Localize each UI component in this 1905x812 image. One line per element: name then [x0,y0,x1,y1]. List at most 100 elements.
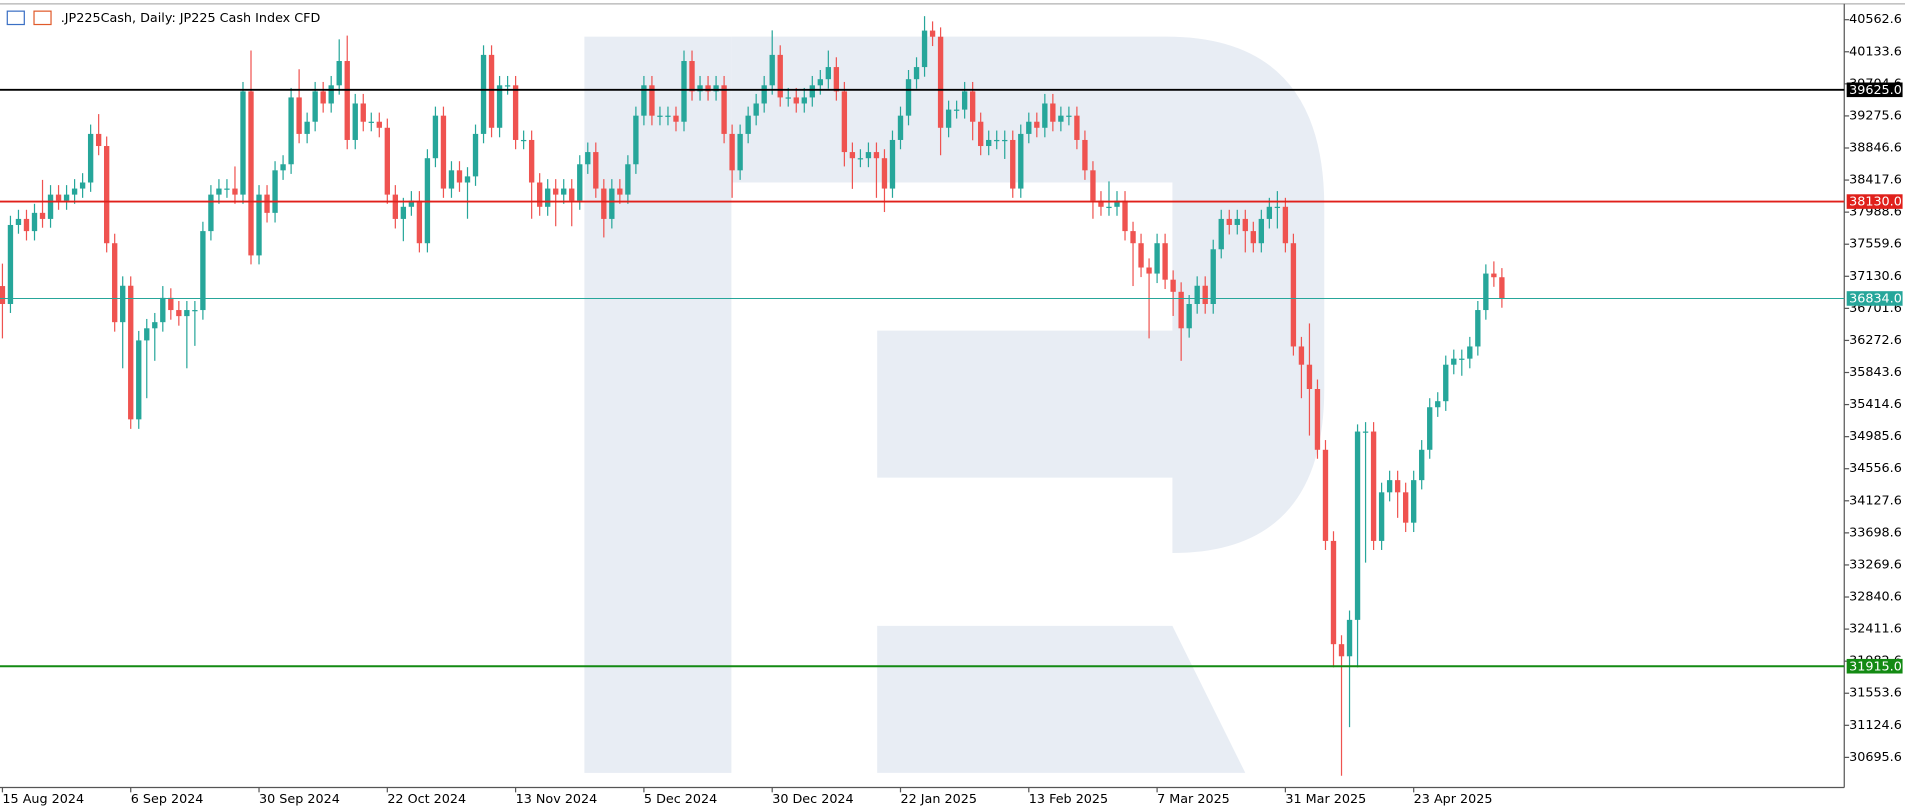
candle-body [601,188,607,219]
candle-body [1370,431,1377,541]
candle-body [1451,358,1457,365]
candle-body [921,30,928,68]
candle-body [264,194,270,213]
candle-body [1306,364,1313,390]
candle-body [833,67,840,92]
candle-body [769,54,775,86]
candle-body [1242,218,1248,232]
candle-body [1122,200,1128,232]
x-tick-label: 22 Jan 2025 [901,792,977,807]
candle-body [873,152,880,159]
candle-body [978,121,984,147]
candle-body [160,297,166,323]
candle-body [1162,243,1168,280]
y-tick-label: 31553.6 [1849,686,1902,701]
candle-body [697,85,703,92]
chart-title: .JP225Cash, Daily: JP225 Cash Index CFD [61,11,321,26]
candle-body [440,115,447,189]
y-tick-label: 40562.6 [1849,12,1902,27]
y-tick-label: 36272.6 [1849,333,1902,348]
candle-body [1402,492,1409,523]
candle-body [1090,170,1096,201]
candle-body [496,85,503,128]
candle-body [1106,206,1112,209]
candle-body [1378,492,1385,541]
candle-body [1050,103,1056,122]
candle-body [1475,310,1481,347]
candle-body [785,97,791,99]
candle-body [1082,139,1088,171]
candle-body [288,97,294,165]
candle-body [945,109,952,128]
candle-body [144,328,150,341]
y-tick-label: 40133.6 [1849,44,1902,59]
y-tick-label: 39275.6 [1849,108,1902,123]
candle-body [392,194,399,219]
candle-body [937,36,944,128]
candle-body [737,133,743,171]
candle-body [248,91,254,256]
candle-body [296,97,302,134]
candle-body [216,188,222,195]
candle-body [192,310,198,312]
candle-body [593,152,599,189]
candle-body [328,85,334,104]
candle-body [1074,115,1080,140]
watermark [584,36,1325,773]
candle-body [528,139,535,183]
candle-body [360,103,366,122]
y-tick-label: 30695.6 [1849,750,1902,765]
candle-body [87,133,94,183]
candle-body [961,91,968,110]
candle-body [545,188,551,207]
candle-body [729,133,735,171]
candle-body [673,115,679,122]
candle-body [1435,401,1441,408]
candle-body [641,85,647,116]
y-tick-label: 37559.6 [1849,237,1902,252]
candle-body [224,188,230,190]
candle-body [857,158,864,160]
candle-body [416,200,423,244]
candle-body [1266,206,1273,219]
candle-body [994,139,1000,142]
icon[interactable] [33,10,52,26]
candles [0,16,1505,776]
candle-body [384,127,390,195]
candle-body [128,285,134,420]
candle-body [1386,480,1393,493]
toolbar-icons[interactable] [6,10,52,26]
candle-body [1467,346,1473,359]
candle-body [112,243,118,323]
candle-body [1146,267,1152,274]
candle-body [1250,231,1256,244]
candle-body [1138,243,1144,268]
candle-body [881,158,888,189]
candle-body [240,91,246,195]
candle-body [512,85,519,140]
price-level-tag [1846,82,1903,98]
candle-body [1154,243,1160,274]
candle-body [1354,431,1361,620]
candle-body [1499,277,1505,299]
candle-body [969,91,976,122]
candle-body [1186,303,1192,329]
candle-body [432,115,439,159]
y-tick-label: 38417.6 [1849,173,1902,188]
candle-body [23,218,30,232]
candle-body [368,121,374,123]
candle-body [456,170,463,183]
y-tick-label: 37130.6 [1849,269,1902,284]
candle-body [1491,273,1497,278]
candle-body [1098,200,1104,207]
candle-body [95,133,102,147]
candle-body [1314,389,1321,450]
candle-body [745,115,751,134]
candle-body [63,194,70,201]
icon[interactable] [6,10,25,26]
candle-body [1298,346,1305,365]
candle-body [520,139,527,142]
candle-body [1194,285,1200,304]
y-tick-label: 34127.6 [1849,493,1902,508]
